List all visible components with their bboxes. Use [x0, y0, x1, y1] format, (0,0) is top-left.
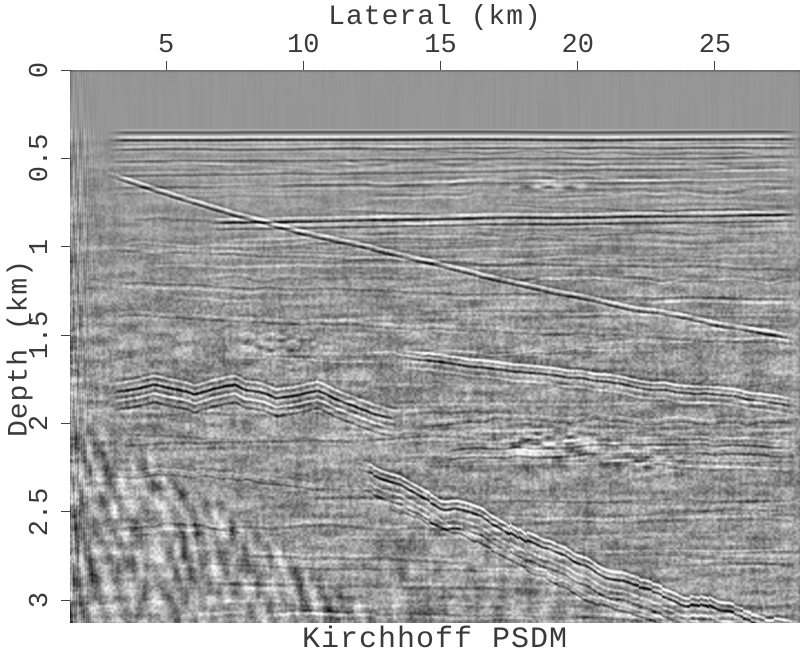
x-tick-label: 5 [157, 31, 175, 61]
x-tick-label: 15 [424, 31, 457, 61]
x-axis-title: Lateral (km) [328, 2, 542, 33]
y-tick-label: 0.5 [26, 134, 56, 183]
x-tick-label: 10 [287, 31, 320, 61]
plot-area [70, 70, 800, 623]
y-tick-mark [61, 511, 70, 513]
y-tick-mark [61, 246, 70, 248]
y-tick-label: 1.5 [26, 310, 56, 360]
y-tick-mark [61, 157, 70, 159]
y-tick-mark [61, 334, 70, 336]
y-tick-label: 3 [26, 591, 56, 609]
x-tick-mark [714, 61, 716, 70]
x-tick-mark [439, 61, 441, 70]
x-tick-mark [577, 61, 579, 70]
y-tick-label: 0 [26, 61, 56, 79]
x-tick-mark [165, 61, 167, 70]
y-tick-label: 2.5 [26, 487, 56, 536]
x-tick-label: 20 [561, 31, 594, 61]
seismic-image-canvas [70, 70, 800, 623]
y-tick-mark [61, 422, 70, 424]
y-tick-mark [61, 599, 70, 601]
y-tick-mark [61, 69, 70, 71]
x-tick-mark [302, 61, 304, 70]
y-tick-label: 1 [26, 238, 56, 255]
y-tick-label: 2 [26, 415, 56, 432]
x-tick-label: 25 [698, 31, 732, 61]
figure-title: Kirchhoff PSDM [301, 623, 569, 657]
